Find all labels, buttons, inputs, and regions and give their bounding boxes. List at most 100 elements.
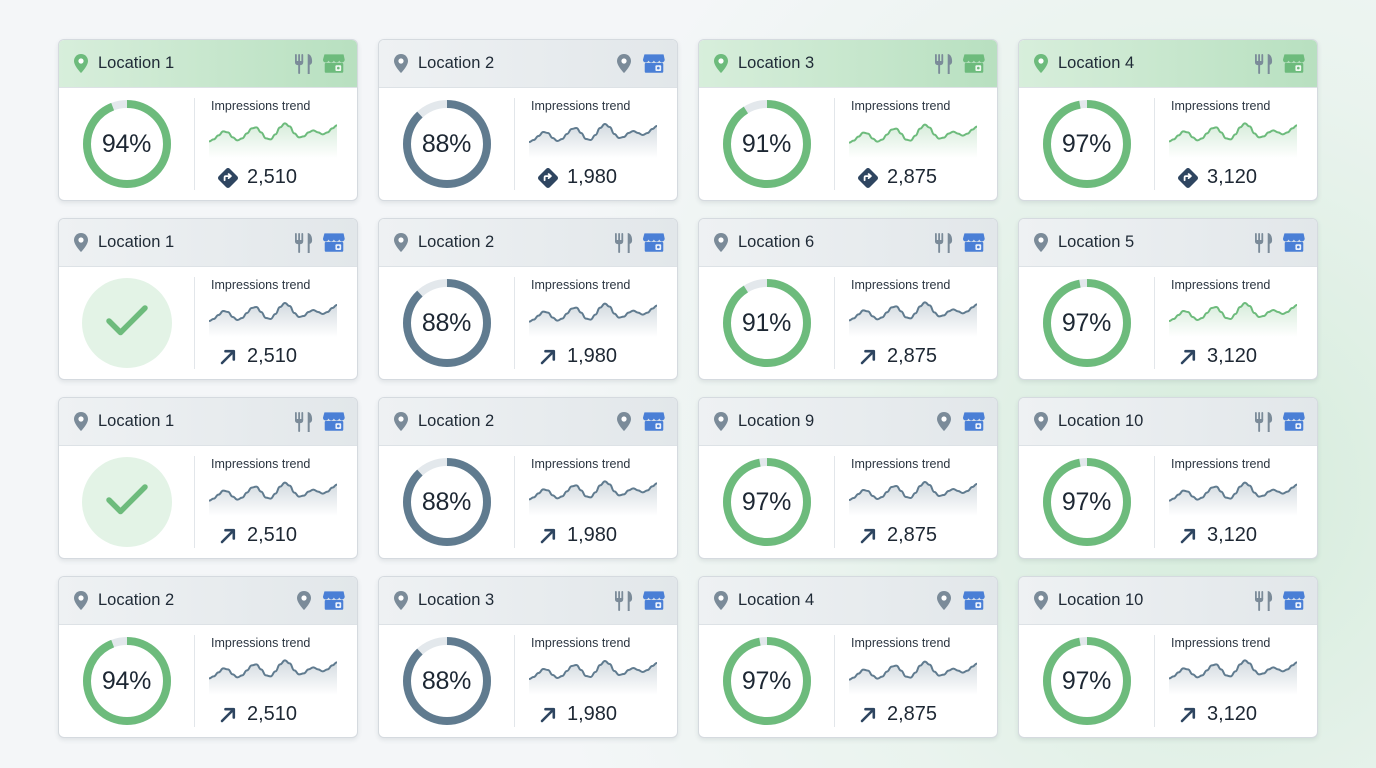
gauge-panel: 88% — [379, 635, 515, 727]
fork-knife-icon[interactable] — [293, 231, 315, 255]
impressions-stat: 3,120 — [1177, 166, 1257, 189]
fork-knife-icon[interactable] — [613, 589, 635, 613]
gauge-percent: 88% — [421, 487, 472, 516]
trend-panel: Impressions trend 2,875 — [835, 625, 997, 737]
map-pin-icon[interactable] — [933, 410, 955, 434]
gauge-percent: 94% — [101, 129, 152, 158]
location-card[interactable]: Location 3 91% Impressions trend 2,875 — [698, 39, 998, 201]
trend-panel: Impressions trend 2,875 — [835, 267, 997, 379]
checkmark-icon — [104, 482, 150, 523]
impressions-count: 3,120 — [1207, 345, 1258, 367]
store-icon[interactable] — [643, 410, 665, 434]
sparkline-area — [209, 123, 337, 158]
impressions-sparkline — [528, 297, 658, 342]
location-card[interactable]: Location 6 91% Impressions trend 2,875 — [698, 218, 998, 380]
location-card[interactable]: Location 10 97% Impressions trend 3,120 — [1018, 576, 1318, 738]
location-card[interactable]: Location 9 97% Impressions trend 2,875 — [698, 397, 998, 559]
impressions-sparkline — [208, 476, 338, 521]
location-card[interactable]: Location 1 Impressions trend 2,510 — [58, 397, 358, 559]
fork-knife-icon[interactable] — [1253, 231, 1275, 255]
sparkline-line — [1168, 481, 1298, 502]
location-card[interactable]: Location 2 94% Impressions trend 2,510 — [58, 576, 358, 738]
sparkline-line — [848, 660, 978, 681]
location-card[interactable]: Location 4 97% Impressions trend 2,875 — [698, 576, 998, 738]
gauge-percent: 91% — [741, 308, 792, 337]
location-card[interactable]: Location 3 88% Impressions trend 1,980 — [378, 576, 678, 738]
gauge-arc — [1042, 100, 1131, 188]
map-pin-icon[interactable] — [293, 589, 315, 613]
store-icon[interactable] — [1283, 231, 1305, 255]
arrow-up-right-icon — [217, 346, 239, 368]
fork-knife-icon[interactable] — [293, 52, 315, 76]
impressions-count: 2,875 — [887, 524, 938, 546]
direction-icon — [217, 167, 239, 189]
store-icon[interactable] — [963, 52, 985, 76]
location-pin-icon — [73, 412, 89, 432]
location-card[interactable]: Location 1 Impressions trend 2,510 — [58, 218, 358, 380]
location-card[interactable]: Location 2 88% Impressions trend 1,980 — [378, 218, 678, 380]
trend-panel: Impressions trend 2,875 — [835, 88, 997, 200]
location-pin-icon — [713, 54, 729, 74]
card-header: Location 6 — [699, 219, 997, 267]
checkmark-icon — [104, 303, 150, 344]
store-icon[interactable] — [323, 589, 345, 613]
location-pin-icon — [1033, 54, 1049, 74]
location-pin-icon — [73, 54, 89, 74]
score-gauge: 97% — [721, 456, 813, 548]
location-card[interactable]: Location 1 94% Impressions trend 2,510 — [58, 39, 358, 201]
fork-knife-icon[interactable] — [1253, 589, 1275, 613]
card-header: Location 10 — [1019, 398, 1317, 446]
fork-knife-icon[interactable] — [933, 231, 955, 255]
trend-label: Impressions trend — [531, 99, 631, 113]
location-card[interactable]: Location 2 88% Impressions trend 1,980 — [378, 397, 678, 559]
impressions-sparkline — [1168, 118, 1298, 163]
store-icon[interactable] — [963, 231, 985, 255]
store-icon[interactable] — [1283, 589, 1305, 613]
location-pin-icon — [713, 412, 729, 432]
direction-icon — [857, 167, 879, 189]
check-badge — [81, 278, 172, 368]
trend-label: Impressions trend — [531, 636, 631, 650]
store-icon[interactable] — [643, 52, 665, 76]
arrow-up-right-icon — [537, 525, 559, 547]
store-icon[interactable] — [1283, 52, 1305, 76]
trend-panel: Impressions trend 2,510 — [195, 88, 357, 200]
card-body: 97% Impressions trend 2,875 — [699, 625, 997, 737]
sparkline-line — [1168, 659, 1298, 680]
store-icon[interactable] — [323, 410, 345, 434]
location-card[interactable]: Location 4 97% Impressions trend 3,120 — [1018, 39, 1318, 201]
gauge-arc — [402, 100, 491, 188]
map-pin-icon[interactable] — [613, 410, 635, 434]
trend-panel: Impressions trend 1,980 — [515, 267, 677, 379]
fork-knife-icon[interactable] — [1253, 410, 1275, 434]
card-header: Location 1 — [59, 398, 357, 446]
store-icon[interactable] — [643, 231, 665, 255]
store-icon[interactable] — [1283, 410, 1305, 434]
gauge-panel: 97% — [1019, 277, 1155, 369]
store-icon[interactable] — [323, 52, 345, 76]
fork-knife-icon[interactable] — [293, 410, 315, 434]
trend-panel: Impressions trend 1,980 — [515, 88, 677, 200]
trend-label: Impressions trend — [851, 457, 951, 471]
card-header: Location 2 — [379, 398, 677, 446]
store-icon[interactable] — [643, 589, 665, 613]
location-card[interactable]: Location 10 97% Impressions trend 3,120 — [1018, 397, 1318, 559]
map-pin-icon[interactable] — [933, 589, 955, 613]
fork-knife-icon[interactable] — [1253, 52, 1275, 76]
trend-panel: Impressions trend 3,120 — [1155, 267, 1317, 379]
impressions-stat: 1,980 — [537, 703, 617, 726]
store-icon[interactable] — [963, 589, 985, 613]
store-icon[interactable] — [323, 231, 345, 255]
store-icon[interactable] — [963, 410, 985, 434]
location-card[interactable]: Location 2 88% Impressions trend 1,980 — [378, 39, 678, 201]
map-pin-icon[interactable] — [613, 52, 635, 76]
location-card[interactable]: Location 5 97% Impressions trend 3,120 — [1018, 218, 1318, 380]
impressions-sparkline — [528, 476, 658, 521]
fork-knife-icon[interactable] — [933, 52, 955, 76]
location-name: Location 2 — [418, 233, 495, 251]
arrow-up-right-icon — [537, 346, 559, 368]
sparkline-line — [528, 480, 658, 501]
fork-knife-icon[interactable] — [613, 231, 635, 255]
sparkline-line — [848, 123, 978, 144]
location-card-grid: Location 1 94% Impressions trend 2,510 Locat… — [58, 39, 1318, 738]
